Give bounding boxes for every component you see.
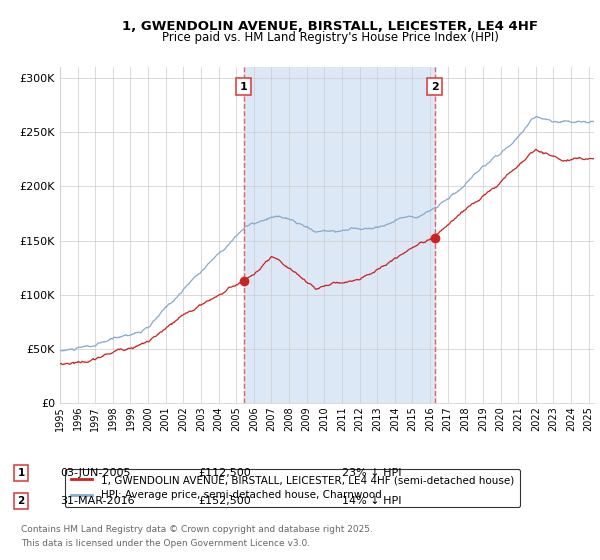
Text: 14% ↓ HPI: 14% ↓ HPI [342,496,401,506]
Text: 1: 1 [240,82,248,92]
Text: Contains HM Land Registry data © Crown copyright and database right 2025.: Contains HM Land Registry data © Crown c… [21,525,373,534]
Text: Price paid vs. HM Land Registry's House Price Index (HPI): Price paid vs. HM Land Registry's House … [161,31,499,44]
Text: 23% ↓ HPI: 23% ↓ HPI [342,468,401,478]
Text: 1: 1 [17,468,25,478]
Legend: 1, GWENDOLIN AVENUE, BIRSTALL, LEICESTER, LE4 4HF (semi-detached house), HPI: Av: 1, GWENDOLIN AVENUE, BIRSTALL, LEICESTER… [65,469,520,507]
Text: 1, GWENDOLIN AVENUE, BIRSTALL, LEICESTER, LE4 4HF: 1, GWENDOLIN AVENUE, BIRSTALL, LEICESTER… [122,20,538,32]
Text: £112,500: £112,500 [198,468,251,478]
Text: £152,500: £152,500 [198,496,251,506]
Text: 2: 2 [431,82,439,92]
Text: 31-MAR-2016: 31-MAR-2016 [60,496,134,506]
Text: 03-JUN-2005: 03-JUN-2005 [60,468,131,478]
Text: 2: 2 [17,496,25,506]
Text: This data is licensed under the Open Government Licence v3.0.: This data is licensed under the Open Gov… [21,539,310,548]
Bar [244,67,434,403]
